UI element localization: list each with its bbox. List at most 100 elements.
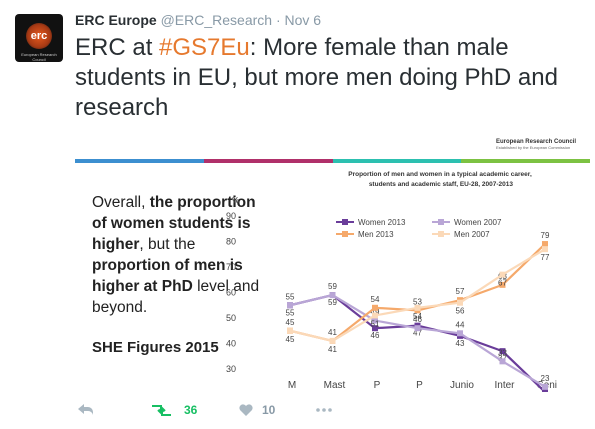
data-label: 67 [498, 279, 507, 288]
data-label: 54 [371, 295, 380, 304]
x-tick-line: Junio [450, 380, 474, 391]
data-label: 59 [328, 298, 337, 307]
text: Overall, [92, 194, 150, 211]
more-icon[interactable] [316, 408, 332, 412]
data-label: 53 [413, 297, 422, 306]
avatar-caption: European Research Council [21, 52, 57, 62]
y-tick-label: 30 [226, 364, 236, 374]
legend-label: Women 2013 [358, 218, 406, 227]
org-sub: Established by the European Commission [495, 145, 571, 150]
data-label: 45 [286, 318, 295, 327]
data-point [499, 358, 506, 365]
data-point [542, 388, 548, 392]
data-point [542, 383, 548, 390]
data-point [499, 281, 506, 288]
data-point [542, 246, 548, 253]
data-point [499, 348, 506, 355]
data-point [372, 312, 378, 319]
user-name[interactable]: ERC Europe [75, 12, 157, 28]
data-label: 56 [456, 307, 465, 316]
data-point [499, 271, 506, 278]
y-tick-label: 80 [226, 237, 236, 247]
data-point [542, 241, 548, 248]
user-handle[interactable]: @ERC_Research [160, 12, 273, 28]
x-tick-line: P [374, 380, 381, 391]
x-tick-label: Inter medi ate [494, 380, 516, 415]
like-icon[interactable] [239, 404, 253, 416]
data-label: 41 [328, 328, 337, 337]
avatar[interactable]: erc European Research Council [15, 14, 63, 62]
data-point [372, 304, 378, 311]
y-axis-label: % [232, 196, 239, 205]
avatar-logo: erc [26, 23, 52, 49]
x-tick-line: M [288, 380, 296, 391]
data-point [329, 292, 336, 299]
data-label: 45 [286, 335, 295, 344]
text: level and beyond. [92, 278, 260, 316]
legend-marker [342, 231, 348, 237]
data-label: 59 [328, 282, 337, 291]
data-label: 55 [286, 308, 295, 317]
data-label: 79 [541, 231, 550, 240]
x-tick-line: Inter [494, 380, 515, 391]
data-point [287, 327, 293, 334]
retweet-icon[interactable] [152, 405, 171, 416]
timestamp[interactable]: · Nov 6 [275, 12, 322, 28]
data-label: 54 [413, 312, 422, 321]
data-label: 43 [456, 339, 465, 348]
legend-label: Men 2013 [358, 230, 394, 239]
y-tick-label: 70 [226, 262, 236, 272]
data-label: 47 [413, 329, 422, 338]
data-label: 46 [413, 315, 422, 324]
action-icons [78, 404, 332, 416]
legend-marker [438, 219, 444, 225]
x-tick-line: P [416, 380, 423, 391]
reply-icon[interactable] [78, 404, 93, 415]
chart-title-line: Proportion of men and women in a typical… [348, 171, 532, 178]
y-tick-label: 60 [226, 288, 236, 298]
org-name: European Research Council [495, 139, 576, 145]
data-point [414, 304, 421, 311]
color-bar [75, 159, 590, 163]
legend-marker [342, 219, 348, 225]
data-point [287, 302, 293, 309]
tweet-text: ERC at #GS7Eu: More female than male stu… [75, 33, 580, 123]
tweet-actions: 36 10 [0, 398, 595, 422]
legend-label: Women 2007 [454, 218, 502, 227]
y-tick-label: 50 [226, 313, 236, 323]
like-count: 10 [262, 403, 276, 417]
data-label: 44 [456, 320, 465, 329]
data-label: 41 [328, 345, 337, 354]
data-label: 57 [456, 287, 465, 296]
data-label: 77 [541, 253, 550, 262]
data-label: 49 [371, 308, 380, 317]
legend-marker [438, 231, 444, 237]
org-header: European Research Council Established by… [496, 139, 576, 150]
y-tick-label: 90 [226, 211, 236, 221]
chart-title-line: students and academic staff, EU-28, 2007… [367, 181, 513, 188]
data-point [457, 330, 463, 337]
data-label: 33 [498, 348, 507, 357]
data-point [457, 299, 463, 306]
data-label: 55 [286, 292, 295, 301]
x-tick-label: Mast er Grad [323, 380, 345, 415]
data-point [329, 337, 336, 344]
data-point [414, 325, 421, 332]
hashtag[interactable]: #GS7Eu [159, 34, 250, 61]
text: : More female than male students in EU, … [75, 34, 558, 121]
x-tick-line: Mast [324, 380, 346, 391]
data-label: 23 [541, 374, 550, 383]
bold-text: the proportion of women students is high… [92, 194, 256, 253]
chart-title: Proportion of men and women in a typical… [348, 171, 532, 188]
data-label: 51 [371, 319, 380, 328]
text: , but the [139, 236, 196, 253]
data-point [372, 325, 378, 332]
retweet-count: 36 [184, 403, 198, 417]
image-text: Overall, the proportion of women student… [92, 192, 267, 318]
x-tick-label: Junio r Rese [450, 380, 474, 415]
